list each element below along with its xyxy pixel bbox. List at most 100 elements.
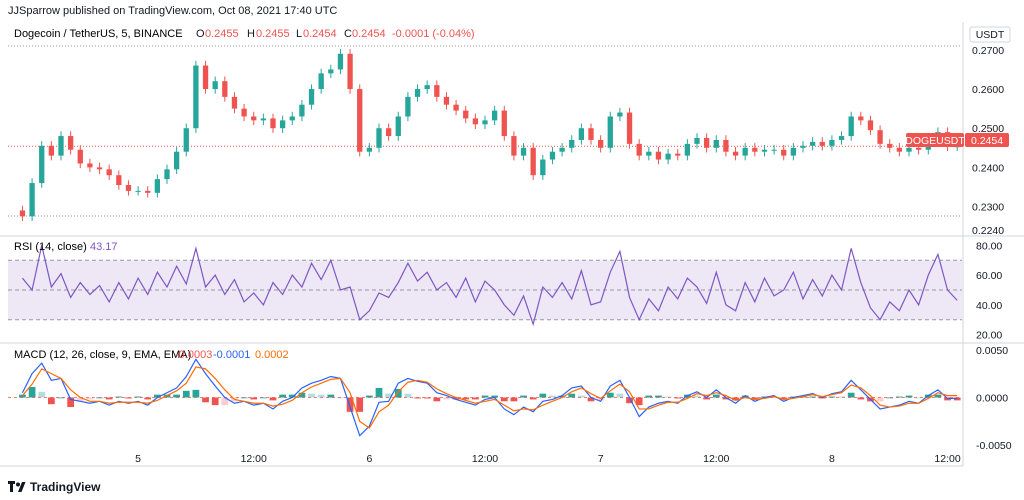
- macd-histogram-bar: [558, 395, 566, 398]
- candle-body: [540, 159, 546, 176]
- candle-body: [675, 153, 681, 156]
- price-tick-label: 0.2240: [972, 225, 1004, 237]
- macd-histogram-bar: [452, 397, 460, 400]
- macd-histogram-bar: [741, 395, 749, 398]
- candle-body: [67, 136, 74, 150]
- macd-histogram-bar: [838, 396, 845, 398]
- macd-histogram-bar: [134, 396, 142, 398]
- candle-body: [443, 96, 450, 105]
- candle-body: [173, 151, 180, 170]
- macd-histogram-bar: [346, 397, 354, 412]
- macd-histogram-bar: [751, 397, 759, 400]
- candle-body: [877, 130, 883, 144]
- candle-body: [318, 73, 324, 90]
- candle-body: [289, 116, 295, 121]
- candle-body: [77, 149, 83, 164]
- macd-histogram-bar: [67, 397, 75, 408]
- candle-body: [588, 128, 594, 140]
- candle-body: [337, 53, 344, 70]
- price-pane[interactable]: [19, 49, 960, 222]
- macd-histogram-bar: [828, 396, 836, 398]
- macd-tick-label: 0.0050: [976, 345, 1008, 357]
- macd-histogram-bar: [712, 394, 720, 398]
- macd-histogram-bar: [635, 397, 643, 406]
- macd-histogram-bar: [288, 394, 296, 398]
- rsi-pane[interactable]: [8, 245, 962, 327]
- macd-histogram-bar: [481, 395, 489, 398]
- macd-histogram-bar: [153, 394, 161, 398]
- macd-histogram-bar: [895, 396, 903, 398]
- candle-body: [915, 147, 922, 150]
- candle-body: [414, 89, 421, 97]
- candle-body: [732, 151, 739, 156]
- macd-histogram-bar: [577, 395, 585, 398]
- macd-histogram-bar: [47, 397, 55, 405]
- last-price-tag: 0.2454: [965, 133, 1009, 147]
- price-legend: Dogecoin / TetherUS, 5, BINANCE O 0.2455…: [14, 28, 475, 40]
- time-tick-label: 12:00: [703, 453, 729, 465]
- candle-body: [106, 169, 112, 176]
- rsi-tick-label: 40.00: [976, 300, 1002, 312]
- macd-histogram-bar: [250, 397, 258, 400]
- macd-tick-label: -0.0050: [976, 440, 1012, 452]
- candle-body: [742, 147, 748, 156]
- candle-body: [193, 65, 199, 129]
- candle-body: [299, 104, 305, 117]
- macd-histogram-bar: [857, 397, 865, 400]
- macd-histogram-bar: [317, 394, 325, 398]
- macd-histogram-bar: [356, 397, 364, 412]
- macd-histogram-bar: [433, 397, 441, 402]
- macd-pane[interactable]: [8, 358, 962, 437]
- candle-body: [58, 136, 64, 156]
- macd-histogram-bar: [28, 387, 36, 398]
- candle-body: [241, 108, 247, 117]
- candle-body: [530, 147, 536, 176]
- macd-histogram-bar: [703, 397, 711, 400]
- candle-body: [96, 167, 103, 170]
- macd-histogram-bar: [876, 397, 884, 402]
- candle-body: [19, 210, 26, 217]
- candle-body: [347, 53, 353, 90]
- ohlc-c-key: C: [344, 28, 352, 40]
- macd-histogram-bar: [587, 397, 595, 402]
- candle-body: [703, 138, 710, 148]
- macd-histogram-bar: [915, 397, 923, 399]
- macd-signal-value: 0.0002: [255, 349, 289, 361]
- macd-histogram-bar: [655, 395, 662, 398]
- macd-histogram-bar: [57, 397, 65, 399]
- candle-body: [48, 145, 55, 156]
- ohlc-l-key: L: [296, 28, 302, 40]
- macd-histogram-bar: [520, 395, 527, 398]
- macd-histogram-bar: [510, 397, 518, 402]
- candle-body: [424, 85, 430, 90]
- macd-histogram-bar: [674, 397, 682, 399]
- candle-body: [819, 141, 825, 146]
- currency-label: USDT: [976, 29, 1005, 41]
- candle-body: [472, 118, 479, 125]
- candle-body: [761, 149, 768, 152]
- candle-body: [222, 81, 228, 97]
- candle-body: [887, 143, 893, 148]
- macd-histogram-bar: [905, 395, 913, 398]
- chart-area[interactable]: 0.27000.26000.25000.24000.23000.224080.0…: [0, 22, 1024, 474]
- candle-body: [231, 96, 238, 109]
- grid: [8, 45, 962, 217]
- macd-histogram-value: -0.0003: [175, 349, 212, 361]
- macd-histogram-bar: [462, 397, 470, 400]
- macd-histogram-bar: [365, 395, 373, 398]
- macd-histogram-bar: [182, 390, 190, 398]
- macd-histogram-bar: [308, 393, 315, 398]
- time-tick-label: 8: [829, 453, 835, 465]
- macd-histogram-bar: [693, 395, 701, 398]
- macd-histogram-bar: [568, 393, 576, 398]
- ohlc-o-key: O: [196, 28, 205, 40]
- ohlc-close-value: 0.2454: [352, 28, 386, 40]
- macd-histogram-bar: [722, 397, 730, 400]
- currency-box[interactable]: [969, 26, 1011, 43]
- candle-body: [906, 147, 912, 152]
- candle-body: [183, 128, 189, 152]
- candle-body: [328, 69, 334, 74]
- candle-body: [829, 139, 835, 146]
- price-tick-label: 0.2400: [972, 162, 1004, 174]
- macd-line-value: -0.0001: [213, 349, 250, 361]
